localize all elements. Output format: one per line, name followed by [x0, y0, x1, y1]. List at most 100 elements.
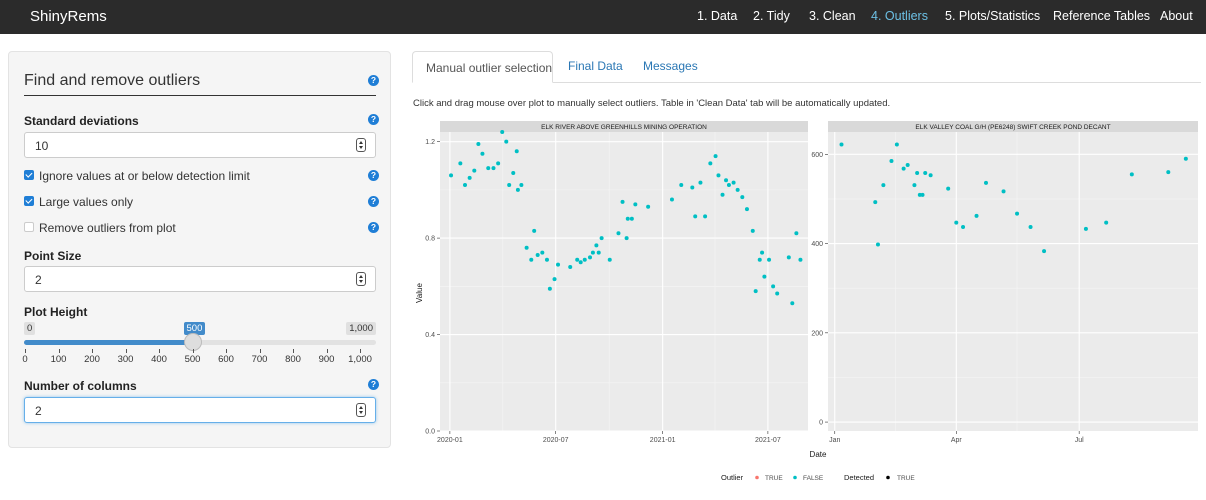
nav-tidy[interactable]: 2. Tidy	[753, 9, 790, 23]
checkbox-checked-icon[interactable]	[24, 170, 34, 180]
number-of-columns-value: 2	[35, 404, 42, 418]
slider-tick-label: 100	[50, 354, 67, 365]
data-point	[552, 277, 557, 282]
number-spinner-icon[interactable]	[356, 272, 366, 286]
slider-tick-label: 300	[117, 354, 134, 365]
data-point	[1015, 211, 1020, 216]
slider-tick	[58, 349, 60, 353]
data-point	[775, 291, 780, 296]
plot-height-slider[interactable]: 0 1,000 500 0 100 200 300 400 500 600 700 800 900…	[22, 318, 376, 374]
data-point	[954, 220, 959, 225]
checkbox-checked-icon[interactable]	[24, 196, 34, 206]
x-tick-label: Apr	[951, 437, 963, 444]
number-spinner-icon[interactable]	[356, 403, 366, 417]
nav-outliers[interactable]: 4. Outliers	[871, 9, 928, 23]
data-point	[794, 231, 799, 236]
data-point	[790, 301, 795, 306]
x-tick-label: Jul	[1075, 437, 1084, 444]
plot-panel	[440, 132, 808, 431]
data-point	[633, 202, 638, 207]
data-point	[771, 284, 776, 289]
number-spinner-icon[interactable]	[356, 138, 366, 152]
data-point	[590, 250, 595, 255]
data-point	[726, 183, 731, 188]
question-circle-icon[interactable]: ?	[368, 114, 379, 125]
std-deviations-value: 10	[35, 139, 49, 153]
number-of-columns-input[interactable]: 2	[24, 397, 376, 423]
data-point	[1001, 189, 1006, 194]
data-point	[568, 265, 573, 270]
x-tick-label: 2020-07	[543, 437, 569, 444]
data-point	[515, 187, 520, 192]
nav-about[interactable]: About	[1160, 9, 1193, 23]
data-point	[1166, 170, 1171, 175]
data-point	[713, 154, 718, 159]
nav-plots-statistics[interactable]: 5. Plots/Statistics	[945, 9, 1041, 23]
data-point	[901, 166, 906, 171]
x-tick-label: 2021-07	[755, 437, 781, 444]
data-point	[731, 180, 736, 185]
facet-strip	[440, 121, 808, 132]
data-point	[535, 252, 540, 257]
tabs-divider	[412, 82, 1201, 83]
question-circle-icon[interactable]: ?	[368, 170, 379, 181]
slider-tick-label: 1,000	[348, 354, 372, 365]
y-tick-label: 400	[811, 241, 823, 248]
std-deviations-input[interactable]: 10	[24, 132, 376, 158]
legend-label-true: TRUE	[765, 475, 783, 482]
point-size-value: 2	[35, 273, 42, 287]
data-point	[607, 257, 612, 262]
data-point	[449, 173, 454, 178]
x-axis-label: Date	[810, 450, 827, 459]
data-point	[839, 142, 844, 147]
tab-final-data[interactable]: Final Data	[568, 59, 623, 73]
tab-manual-outlier-selection[interactable]: Manual outlier selection	[412, 51, 553, 83]
plot-height-label: Plot Height	[24, 305, 88, 319]
nav-data[interactable]: 1. Data	[697, 9, 738, 23]
data-point	[491, 166, 496, 171]
slider-tick-label: 700	[251, 354, 268, 365]
slider-tick	[226, 349, 227, 353]
nav-reference-tables[interactable]: Reference Tables	[1053, 9, 1151, 23]
data-point	[599, 236, 604, 241]
tab-messages[interactable]: Messages	[643, 59, 698, 73]
data-point	[923, 171, 928, 176]
large-values-only-label: Large values only	[39, 195, 134, 209]
instructions-text: Click and drag mouse over plot to manual…	[413, 98, 891, 109]
data-point	[624, 236, 629, 241]
y-tick-label: 200	[811, 330, 823, 337]
question-circle-icon[interactable]: ?	[368, 75, 379, 86]
ignore-detection-limit-label: Ignore values at or below detection limi…	[39, 169, 250, 183]
data-point	[946, 186, 951, 191]
data-point	[703, 214, 708, 219]
slider-tick-label: 0	[22, 354, 28, 365]
question-circle-icon[interactable]: ?	[368, 196, 379, 207]
data-point	[928, 173, 933, 178]
nav-clean[interactable]: 3. Clean	[809, 9, 856, 23]
question-circle-icon[interactable]: ?	[368, 222, 379, 233]
data-point	[974, 213, 979, 218]
slider-tick-label: 800	[285, 354, 301, 365]
data-point	[798, 257, 803, 262]
legend-title-outlier: Outlier	[721, 473, 744, 482]
outlier-plot[interactable]: ELK RIVER ABOVE GREENHILLS MINING OPERAT…	[412, 115, 1202, 493]
brand-title[interactable]: ShinyRems	[30, 8, 107, 25]
data-point	[757, 257, 762, 262]
question-circle-icon[interactable]: ?	[368, 379, 379, 390]
point-size-input[interactable]: 2	[24, 266, 376, 292]
data-point	[920, 192, 925, 197]
navbar: ShinyRems 1. Data 2. Tidy 3. Clean 4. Ou…	[0, 0, 1206, 34]
data-point	[1042, 249, 1047, 254]
data-point	[889, 159, 894, 164]
slider-tick	[360, 349, 361, 353]
slider-tick	[192, 349, 194, 353]
slider-tick-label: 900	[318, 354, 335, 365]
data-point	[547, 286, 552, 291]
data-point	[708, 161, 713, 166]
plot-panel	[828, 132, 1198, 431]
slider-tick-label: 600	[218, 354, 234, 365]
data-point	[544, 257, 549, 262]
checkbox-unchecked-icon[interactable]	[24, 222, 34, 232]
data-point	[500, 130, 505, 134]
data-point	[504, 139, 509, 144]
